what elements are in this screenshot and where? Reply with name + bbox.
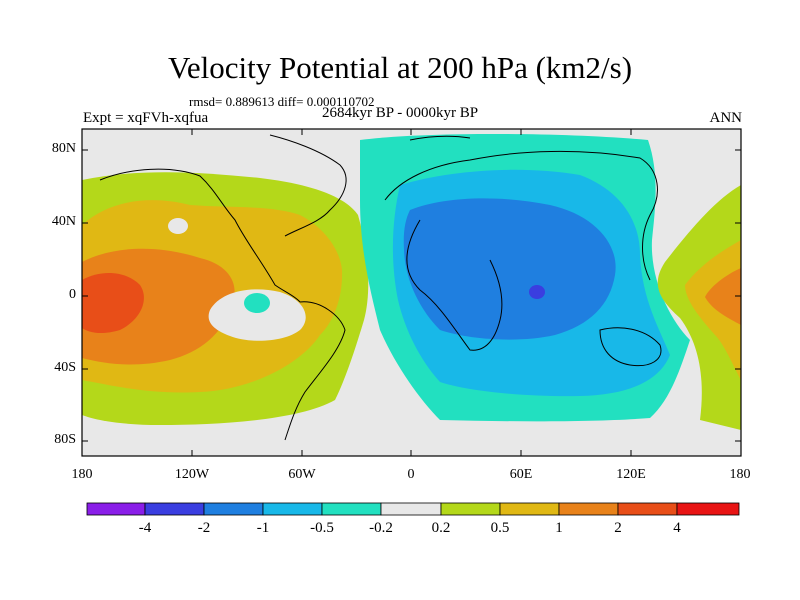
colorbar-label: 1: [555, 520, 563, 536]
lat-label: 0: [69, 287, 76, 302]
colorbar-box-3: [262, 502, 323, 516]
region-neutral-spot: [168, 218, 188, 234]
colorbar-label: -0.2: [369, 520, 393, 536]
plot-title: Velocity Potential at 200 hPa (km2/s): [167, 50, 633, 85]
lon-label: 60E: [509, 467, 533, 482]
region-east-positive-0.5: [685, 240, 741, 380]
colorbar-label: -0.5: [310, 520, 334, 536]
colorbar-label: 0.2: [431, 520, 451, 536]
lat-ticks: [82, 149, 741, 442]
colorbar-label: -1: [256, 520, 270, 536]
colorbar-box-2: [203, 502, 264, 516]
colorbar-box-10: [676, 502, 740, 516]
region-negative-1: [403, 198, 616, 340]
map-field: [82, 129, 741, 456]
region-neutral-hole: [208, 289, 306, 341]
colorbar-box-5: [380, 502, 442, 516]
colorbar-box-9: [617, 502, 678, 516]
colorbar-box-4: [321, 502, 382, 516]
lon-label: 60W: [288, 467, 316, 482]
lon-label: 180: [729, 467, 751, 482]
colorbar-box-8: [558, 502, 619, 516]
lat-label: 80N: [51, 141, 76, 156]
colorbar-box-7: [499, 502, 560, 516]
region-positive-2: [82, 273, 144, 334]
season-label: ANN: [709, 110, 743, 126]
stats-line: rmsd= 0.889613 diff= 0.000110702: [189, 94, 375, 109]
lon-label: 120W: [174, 467, 210, 482]
lon-ticks: [191, 129, 632, 456]
colorbar-label: -4: [138, 520, 152, 536]
lat-label: 80S: [54, 432, 76, 447]
lon-label: 180: [71, 467, 93, 482]
lon-label: 120E: [616, 467, 646, 482]
colorbar-label: -2: [197, 520, 211, 536]
colorbar-label: 2: [614, 520, 622, 536]
colorbar-box-6: [440, 502, 501, 516]
colorbar-box-1: [144, 502, 205, 516]
colorbar: [86, 502, 740, 516]
lat-label: 40N: [51, 214, 76, 229]
colorbar-label: 4: [673, 520, 681, 536]
region-east-positive-1: [705, 268, 741, 325]
region-negative-spot: [244, 293, 270, 313]
coastlines: [99, 134, 662, 441]
region-negative-2: [529, 285, 545, 299]
colorbar-box-0: [86, 502, 146, 516]
colorbar-label: 0.5: [490, 520, 510, 536]
lon-label: 0: [407, 467, 415, 482]
experiment-label: Expt = xqFVh-xqfua: [83, 110, 209, 126]
lat-label: 40S: [54, 360, 76, 375]
period-label: 2684kyr BP - 0000kyr BP: [322, 105, 479, 121]
